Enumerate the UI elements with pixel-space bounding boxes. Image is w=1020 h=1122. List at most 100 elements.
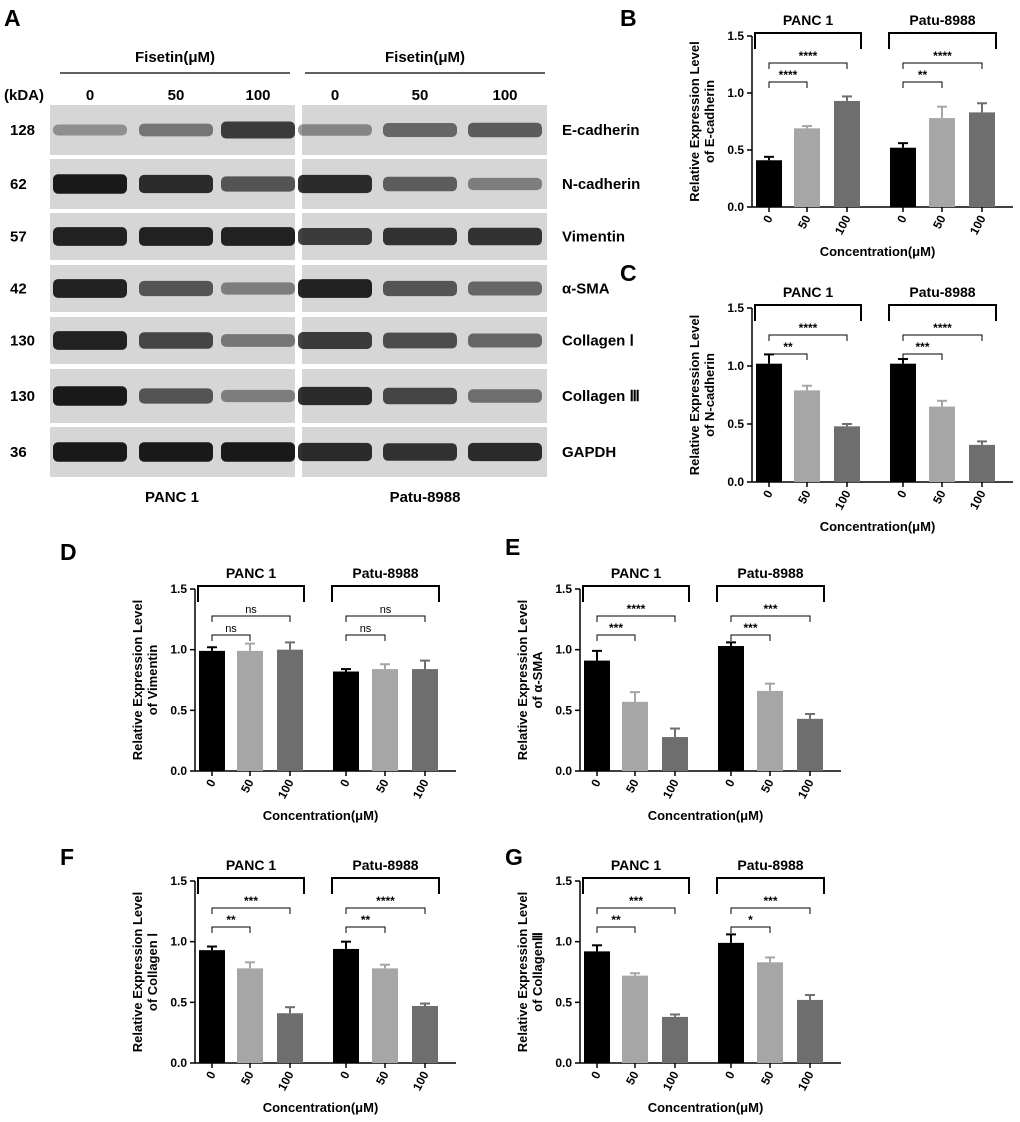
y-tick-label: 0.0 xyxy=(727,200,744,214)
significance-bracket xyxy=(902,353,943,360)
significance-bracket xyxy=(596,907,676,914)
significance-label: **** xyxy=(799,321,818,335)
protein-band xyxy=(383,176,457,192)
group-bracket xyxy=(754,32,862,49)
significance-bracket xyxy=(730,634,771,641)
panel-letter: F xyxy=(60,844,74,870)
significance-label: **** xyxy=(933,321,952,335)
protein-band xyxy=(468,281,542,296)
protein-band xyxy=(468,227,542,246)
x-axis-title: Concentration(μM) xyxy=(820,244,936,259)
y-axis-title-line1: Relative Expression Level xyxy=(130,600,145,760)
y-tick-label: 0.5 xyxy=(555,703,572,717)
x-tick-label: 50 xyxy=(238,1069,257,1088)
significance-label: * xyxy=(748,913,753,927)
y-axis-title-line2: of α-SMA xyxy=(530,651,545,709)
significance-label: ns xyxy=(225,623,237,635)
significance-bracket xyxy=(211,907,291,914)
bar xyxy=(797,718,823,771)
blot-row: 62 N-cadherin xyxy=(10,159,640,209)
protein-band xyxy=(221,121,295,139)
protein-label: Collagen Ⅰ xyxy=(562,333,634,350)
concentration-label: 0 xyxy=(86,87,94,104)
significance-label: ** xyxy=(783,340,793,354)
significance-label: ns xyxy=(245,604,257,616)
chart-panel-f: F 0.0 0.5 1.0 1.5 Relative Expression Level of… xyxy=(60,844,456,1115)
protein-band xyxy=(383,387,457,405)
y-axis-title-line2: of CollagenⅢ xyxy=(530,932,545,1012)
western-blot-panel: A Fisetin(μM) Fisetin(μM) (kDA) 0 50 100 0 5… xyxy=(4,5,640,506)
bar xyxy=(969,112,995,207)
protein-band xyxy=(383,280,457,297)
y-tick-label: 1.0 xyxy=(170,935,187,949)
x-tick-label: 0 xyxy=(203,1069,219,1082)
bar xyxy=(757,690,783,771)
bar xyxy=(237,968,263,1063)
x-axis-title: Concentration(μM) xyxy=(263,808,379,823)
kda-value: 36 xyxy=(10,444,27,461)
protein-band xyxy=(53,174,127,194)
group-bracket xyxy=(331,877,440,894)
significance-bracket xyxy=(768,81,808,88)
blot-row: 57 Vimentin xyxy=(10,213,625,260)
protein-band xyxy=(139,280,213,297)
x-tick-label: 50 xyxy=(795,488,814,507)
x-tick-label: 100 xyxy=(660,777,682,802)
significance-bracket xyxy=(768,334,848,341)
concentration-label: 50 xyxy=(168,87,185,104)
significance-label: ** xyxy=(226,913,236,927)
significance-label: ns xyxy=(360,623,372,635)
significance-label: **** xyxy=(376,894,395,908)
protein-band xyxy=(298,279,372,298)
protein-band xyxy=(298,442,372,462)
bar xyxy=(412,1005,438,1063)
kda-value: 57 xyxy=(10,229,27,246)
group-label: Patu-8988 xyxy=(909,284,975,300)
significance-label: *** xyxy=(915,340,929,354)
x-axis-title: Concentration(μM) xyxy=(648,808,764,823)
x-tick-label: 50 xyxy=(795,213,814,232)
x-tick-label: 0 xyxy=(894,488,910,501)
bar xyxy=(834,100,860,207)
panel-letter: D xyxy=(60,539,77,565)
y-axis-title-line2: of E-cadherin xyxy=(702,80,717,163)
significance-label: **** xyxy=(799,49,818,63)
protein-band xyxy=(53,386,127,406)
group-bracket xyxy=(331,585,440,602)
protein-label: α-SMA xyxy=(562,281,610,298)
bar xyxy=(199,950,225,1063)
bar xyxy=(797,999,823,1063)
significance-bracket xyxy=(345,615,426,622)
significance-label: **** xyxy=(627,602,646,616)
protein-label: Vimentin xyxy=(562,229,625,246)
significance-label: *** xyxy=(629,894,643,908)
protein-band xyxy=(468,333,542,348)
x-tick-label: 100 xyxy=(410,1069,432,1094)
bar xyxy=(757,962,783,1063)
bar xyxy=(662,1016,688,1063)
chart-panel-e: E 0.0 0.5 1.0 1.5 Relative Expression Level of… xyxy=(505,534,841,823)
protein-band xyxy=(298,174,372,194)
kda-value: 42 xyxy=(10,281,27,298)
bar xyxy=(794,390,820,482)
x-tick-label: 50 xyxy=(930,213,949,232)
y-tick-label: 1.0 xyxy=(555,935,572,949)
blot-row: 128 E-cadherin xyxy=(10,105,640,155)
significance-bracket xyxy=(902,81,943,88)
y-axis-title-line1: Relative Expression Level xyxy=(515,892,530,1052)
x-axis-title: Concentration(μM) xyxy=(263,1100,379,1115)
x-tick-label: 0 xyxy=(894,213,910,226)
protein-band xyxy=(383,332,457,349)
x-axis-title: Concentration(μM) xyxy=(648,1100,764,1115)
y-tick-label: 1.0 xyxy=(727,86,744,100)
kda-value: 62 xyxy=(10,176,27,193)
protein-band xyxy=(221,334,295,347)
protein-band xyxy=(139,123,213,137)
protein-band xyxy=(53,124,127,136)
significance-bracket xyxy=(596,926,636,933)
group-label: PANC 1 xyxy=(226,857,277,873)
kda-value: 128 xyxy=(10,122,35,139)
bar xyxy=(662,737,688,771)
x-tick-label: 0 xyxy=(337,1069,353,1082)
